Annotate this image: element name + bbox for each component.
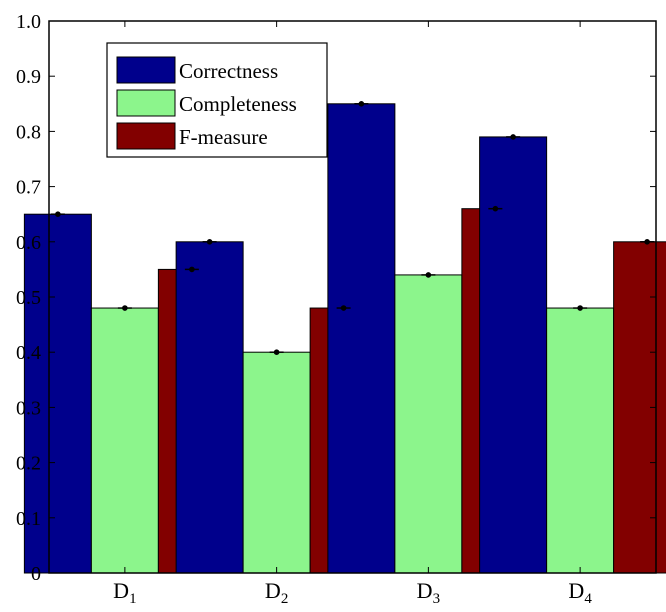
error-bars-layer: [50, 101, 655, 356]
x-tick-label-subscript: 3: [433, 591, 441, 607]
error-bar-point: [55, 211, 61, 217]
legend-swatch: [116, 56, 176, 84]
bar-f-measure-4: [613, 241, 666, 574]
y-tick-label: 0: [31, 563, 41, 585]
error-bar-point: [358, 101, 365, 107]
y-tick-label: 0.1: [16, 508, 41, 530]
y-tick-label: 0.3: [16, 397, 41, 419]
x-tick-label-base: D: [265, 578, 281, 603]
bar-completeness-4: [546, 307, 615, 574]
y-tick-label: 0.2: [16, 453, 41, 475]
error-bar-point: [340, 305, 347, 311]
x-tick-label: D2: [265, 578, 288, 607]
y-tick-label: 1.0: [16, 11, 41, 33]
y-tick-label: 0.6: [16, 232, 41, 254]
error-bar-point: [644, 239, 650, 245]
legend-label: Correctness: [179, 59, 278, 83]
x-tick-label-base: D: [113, 578, 129, 603]
x-tick-label-base: D: [568, 578, 584, 603]
x-tick-label-base: D: [417, 578, 433, 603]
y-tick-label: 0.5: [16, 287, 41, 309]
error-bar-point: [577, 305, 583, 311]
bar-correctness-1: [23, 213, 92, 574]
y-axis: 0 0.1 0.2 0.3 0.4 0.5 0.6 0.7 0.8 0.9 1.0: [16, 11, 656, 585]
bar-completeness-3: [394, 274, 463, 574]
legend: Correctness Completeness F-measure: [106, 42, 328, 158]
legend-swatch: [116, 122, 176, 150]
bar-completeness-1: [90, 307, 159, 574]
x-tick-label-subscript: 1: [129, 591, 137, 607]
x-axis: D1 D2 D3 D4: [113, 21, 592, 607]
bars-layer: [23, 103, 666, 574]
y-tick-label: 0.8: [16, 121, 41, 143]
x-tick-label: D3: [417, 578, 440, 607]
x-tick-label: D4: [568, 578, 592, 607]
legend-label: Completeness: [179, 92, 297, 116]
bar-correctness-4: [479, 136, 548, 574]
error-bar-point: [206, 239, 213, 245]
error-bar-point: [273, 349, 280, 356]
error-bar-point: [122, 305, 128, 311]
bar-correctness-2: [175, 241, 244, 574]
error-bar-point: [189, 266, 195, 273]
bar-completeness-2: [242, 351, 311, 574]
bar-correctness-3: [327, 103, 396, 574]
legend-swatch: [116, 89, 176, 117]
legend-label: F-measure: [179, 125, 268, 149]
y-tick-label: 0.4: [16, 342, 41, 364]
y-tick-label: 0.7: [16, 177, 41, 199]
x-tick-label: D1: [113, 578, 136, 607]
error-bar-point: [510, 134, 516, 140]
y-tick-label: 0.9: [16, 66, 41, 88]
error-bar-point: [425, 272, 432, 278]
x-tick-label-subscript: 4: [584, 591, 592, 607]
x-tick-label-subscript: 2: [281, 591, 289, 607]
error-bar-point: [492, 205, 499, 212]
